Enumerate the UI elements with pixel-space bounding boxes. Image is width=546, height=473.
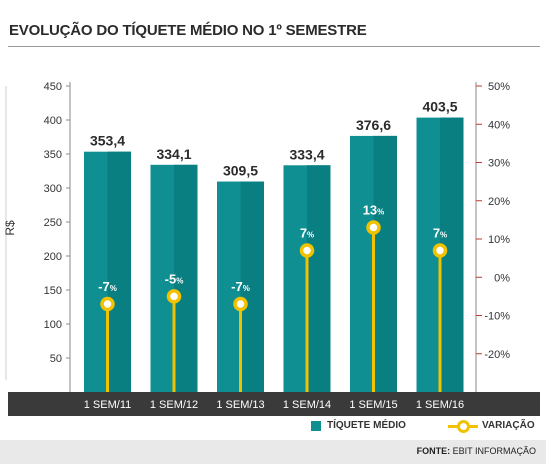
y-axis-label: R$ xyxy=(3,220,17,236)
variation-value-unit: % xyxy=(307,230,314,239)
bar-value-label: 376,6 xyxy=(356,117,391,133)
variation-value-label: -7% xyxy=(231,279,250,294)
variation-point xyxy=(166,289,182,304)
variation-value-unit: % xyxy=(176,276,183,285)
variation-value-label: 7% xyxy=(433,225,447,240)
y-tick-label: 350 xyxy=(44,149,62,161)
bar-value-label: 333,4 xyxy=(289,146,324,162)
x-axis-band-rect xyxy=(8,392,540,416)
bar-shade xyxy=(240,181,264,392)
x-tick-label: 1 SEM/12 xyxy=(150,399,198,411)
x-tick-label: 1 SEM/13 xyxy=(216,399,264,411)
variation-value-label: -5% xyxy=(165,271,184,286)
footer-bar xyxy=(0,440,546,464)
y-tick-label: 450 xyxy=(44,81,62,93)
y2-tick-label: 20% xyxy=(488,196,510,208)
bar-shade xyxy=(174,164,198,392)
bar-value-label: 403,5 xyxy=(422,99,457,115)
y2-tick-label: 40% xyxy=(488,119,510,131)
bar-shade xyxy=(307,165,331,392)
legend-bar-swatch xyxy=(311,421,321,431)
chart-title: EVOLUÇÃO DO TÍQUETE MÉDIO NO 1º SEMESTRE xyxy=(9,22,367,39)
variation-value-number: 7 xyxy=(300,225,307,240)
bar-value-label: 353,4 xyxy=(90,133,125,149)
y-tick-label: 50 xyxy=(50,353,62,365)
y2-tick-label: 10% xyxy=(488,234,510,246)
variation-value-unit: % xyxy=(243,284,250,293)
y-tick-label: 400 xyxy=(44,115,62,127)
left-axis: 50 100 150 200 250 300 350 400 450 xyxy=(5,81,71,392)
variation-value-number: -7 xyxy=(231,279,243,294)
y2-tick-label: -20% xyxy=(484,349,510,361)
source-note: FONTE: EBIT INFORMAÇÃO xyxy=(417,446,536,456)
variation-value-label: -7% xyxy=(98,279,117,294)
legend-variation-marker xyxy=(457,420,470,433)
y-tick-label: 250 xyxy=(44,217,62,229)
y2-tick-label: 30% xyxy=(488,158,510,170)
variation-value-number: 7 xyxy=(433,225,440,240)
y-tick-label: 200 xyxy=(44,251,62,263)
bars-group: 353,4 334,1 309,5 333,4 376,6 403,5 xyxy=(84,99,464,393)
variation-value-unit: % xyxy=(110,284,117,293)
bar-value-label: 334,1 xyxy=(156,146,191,162)
x-axis-band: 1 SEM/11 1 SEM/12 1 SEM/13 1 SEM/14 1 SEM/15… xyxy=(8,392,540,416)
variation-point xyxy=(233,296,248,312)
legend-bar-label: TÍQUETE MÉDIO xyxy=(327,420,406,431)
variation-value-unit: % xyxy=(377,208,384,217)
bar-value-label: 309,5 xyxy=(223,163,258,179)
y2-tick-label: 50% xyxy=(488,81,510,93)
y-tick-label: 300 xyxy=(44,183,62,195)
variation-value-unit: % xyxy=(440,230,447,239)
source-label: FONTE: xyxy=(416,446,451,456)
title-divider xyxy=(8,46,540,47)
right-axis: -20% -10% 0% 10% 20% 30% 40% 50% xyxy=(475,81,510,392)
x-tick-label: 1 SEM/16 xyxy=(416,399,464,411)
variation-point xyxy=(366,220,381,235)
x-tick-label: 1 SEM/14 xyxy=(283,399,331,411)
variation-point xyxy=(100,296,115,312)
bar-shade xyxy=(440,117,464,393)
variation-value-number: 13 xyxy=(363,203,377,218)
y-tick-label: 150 xyxy=(44,285,62,297)
y-tick-label: 100 xyxy=(44,319,62,331)
variation-value-number: -5 xyxy=(165,271,177,286)
variation-point xyxy=(432,243,448,258)
variation-value-label: 13% xyxy=(363,203,385,218)
y2-tick-label: 0% xyxy=(494,272,510,284)
variation-point xyxy=(299,243,315,258)
variation-group: -7%-5% -7%7%13%7% xyxy=(98,203,448,392)
variation-value-label: 7% xyxy=(300,225,314,240)
variation-value-number: -7 xyxy=(98,279,110,294)
bar-shade xyxy=(373,135,397,393)
y2-tick-label: -10% xyxy=(484,311,510,323)
bar-shade xyxy=(107,151,131,392)
bar-chart: 50 100 150 200 250 300 350 400 450 -20% -10% 0% 10%… xyxy=(3,81,540,416)
x-tick-label: 1 SEM/15 xyxy=(349,399,397,411)
legend-variation-label: VARIAÇÃO xyxy=(482,420,535,431)
source-value: EBIT INFORMAÇÃO xyxy=(452,446,536,456)
x-tick-label: 1 SEM/11 xyxy=(84,399,132,411)
